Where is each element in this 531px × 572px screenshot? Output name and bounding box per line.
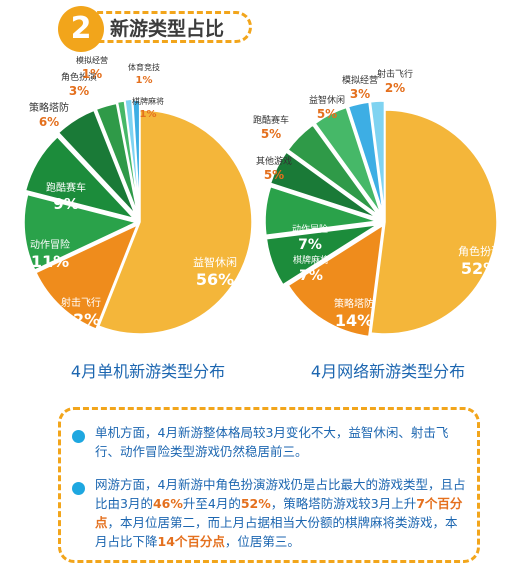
- slice-value: 52%: [461, 259, 499, 278]
- note-highlight: 46%: [152, 496, 183, 511]
- pie-slice: [286, 123, 380, 217]
- pie-slice: [314, 106, 382, 215]
- slice-label: 棋牌麻将: [132, 96, 164, 106]
- slice-label: 策略塔防: [29, 101, 69, 114]
- slice-label: 体育竞技: [128, 62, 160, 72]
- bullet-icon: [72, 430, 85, 443]
- pie-title-single-player: 4月单机新游类型分布: [71, 362, 225, 381]
- pie-slice: [369, 100, 386, 214]
- slice-label: 模拟经营: [76, 55, 108, 65]
- slice-value: 12%: [62, 310, 100, 329]
- slice-label: 棋牌麻将: [293, 254, 329, 266]
- slice-label: 动作冒险: [30, 238, 70, 251]
- slice-value: 56%: [196, 270, 234, 289]
- pie-slice: [97, 109, 253, 335]
- slice-label: 角色扮演: [61, 71, 97, 83]
- note-highlight: 7个百分点: [95, 496, 463, 530]
- pie-slice: [95, 102, 139, 214]
- slice-value: 5%: [264, 168, 284, 182]
- slice-value: 1%: [140, 109, 157, 120]
- slice-label: 其他游戏: [256, 155, 292, 167]
- slice-value: 6%: [39, 115, 59, 129]
- note-online: 网游方面，4月新游中角色扮演游戏仍是占比最大的游戏类型，且占比由3月的46%升至…: [95, 475, 467, 551]
- pie-slice: [370, 109, 498, 335]
- slice-value: 7%: [298, 237, 322, 253]
- pie-slice: [23, 193, 139, 272]
- pie-chart-online: 角色扮演52%策略塔防14%棋牌麻将7%动作冒险7%其他游戏5%跑酷赛车5%益智…: [253, 68, 502, 338]
- pie-slice: [264, 185, 378, 237]
- section-number-badge: 2: [58, 6, 104, 52]
- note-highlight: 52%: [240, 496, 271, 511]
- pie-slice: [347, 101, 384, 214]
- slice-label: 射击飞行: [61, 296, 101, 309]
- slice-label: 跑酷赛车: [46, 181, 86, 194]
- slice-value: 3%: [69, 84, 89, 98]
- pie-slice: [124, 98, 140, 212]
- slice-value: 1%: [136, 75, 153, 86]
- note-highlight: 14个百分点: [157, 534, 225, 549]
- slice-value: 3%: [350, 87, 370, 101]
- slice-value: 5%: [317, 107, 337, 121]
- pie-slice: [265, 223, 378, 286]
- note-text: ，位居第三。: [224, 534, 300, 549]
- note-text: 升至4月的: [182, 496, 241, 511]
- slice-value: 14%: [335, 311, 373, 330]
- slice-label: 模拟经营: [342, 74, 378, 86]
- pie-slice: [34, 223, 139, 331]
- slice-label: 射击飞行: [377, 68, 413, 80]
- note-text: ，本月位居第二，而上月占据相当大份额的棋牌麻将类游戏，本月占比下降: [95, 515, 458, 549]
- slice-value: 9%: [53, 195, 78, 213]
- slice-label: 策略塔防: [334, 297, 374, 310]
- note-text: 网游方面，4月新游中角色扮演游戏仍是占比最大的游戏类型，且占比由3月的: [95, 477, 466, 511]
- slice-label: 角色扮演: [458, 244, 502, 258]
- slice-value: 7%: [299, 268, 323, 284]
- note-text: ，策略塔防游戏较3月上升: [270, 496, 417, 511]
- pie-slice: [287, 223, 384, 338]
- slice-value: 1%: [82, 67, 102, 81]
- slice-label: 益智休闲: [309, 94, 345, 106]
- summary-box: [58, 407, 480, 563]
- slice-value: 2%: [385, 81, 405, 95]
- note-single-player: 单机方面，4月新游整体格局较3月变化不大，益智休闲、射击飞行、动作冒险类型游戏仍…: [95, 423, 467, 461]
- pie-slice: [24, 135, 137, 220]
- section-header: 2 新游类型占比: [58, 4, 258, 52]
- slice-label: 动作冒险: [292, 223, 328, 235]
- pie-slice: [57, 109, 136, 215]
- title-frame: [88, 11, 252, 43]
- section-title: 新游类型占比: [110, 18, 225, 40]
- note-text: 单机方面，4月新游整体格局较3月变化不大，益智休闲、射击飞行、动作冒险类型游戏仍…: [95, 425, 449, 459]
- pie-title-online: 4月网络新游类型分布: [311, 362, 465, 381]
- bullet-icon: [72, 482, 85, 495]
- slice-label: 益智休闲: [193, 255, 237, 269]
- pie-slice: [131, 99, 141, 213]
- slice-label: 跑酷赛车: [253, 114, 289, 126]
- slice-value: 11%: [31, 252, 69, 271]
- pie-slice: [269, 151, 378, 219]
- slice-value: 5%: [261, 127, 281, 141]
- pie-charts: 益智休闲56%射击飞行12%动作冒险11%跑酷赛车9%策略塔防6%角色扮演3%模…: [23, 55, 502, 381]
